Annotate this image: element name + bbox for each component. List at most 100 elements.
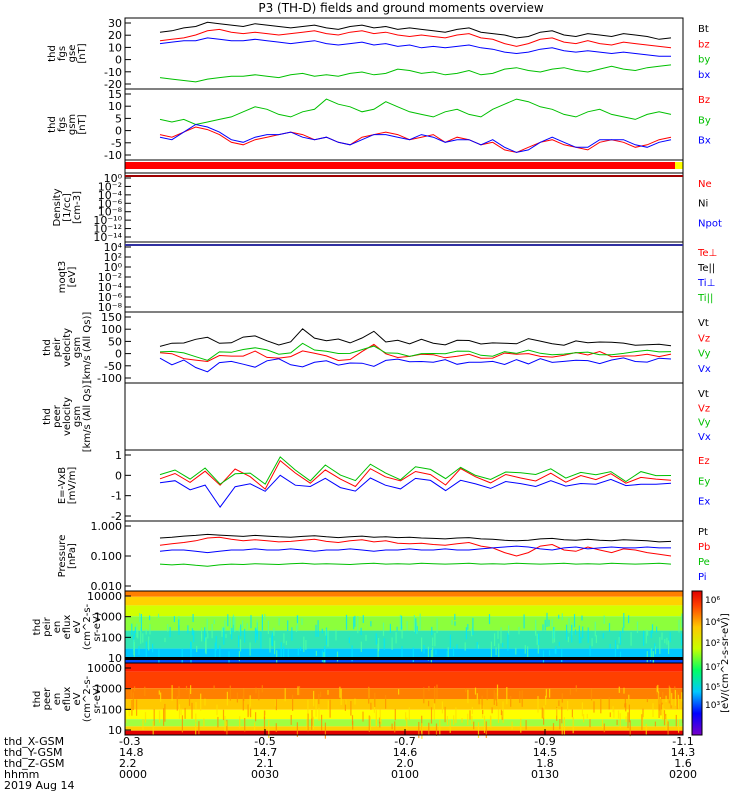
temperature-frame <box>124 241 684 313</box>
peer-spec-texture <box>315 699 317 717</box>
peer-spec-texture <box>254 722 256 731</box>
peir-spec-texture <box>524 645 526 654</box>
peir-spec-texture <box>232 614 235 625</box>
peir-spec-texture <box>181 648 183 665</box>
peir-spec-texture <box>609 643 611 649</box>
peir-spec-texture <box>623 613 625 628</box>
fgs-gse-series-by <box>159 64 672 83</box>
peer-spec-texture <box>586 713 588 719</box>
panel-efield: 1 0 -1 -2 E=-VxB [mV/m] Ez Ey Ex <box>57 449 710 523</box>
x-row-value: 0100 <box>391 768 419 781</box>
peir-spec-texture <box>244 628 246 643</box>
peir-velocity-ytick: 150 <box>101 311 122 324</box>
peer-spec-texture <box>292 694 294 711</box>
peer-spec-texture <box>394 721 396 733</box>
pressure-ytick: 0.010 <box>91 580 123 593</box>
fgs-gse-legend-bx: bx <box>698 70 710 81</box>
density-legend-Ne: Ne <box>698 179 712 190</box>
density-legend-Npot: Npot <box>698 218 722 229</box>
peir-spec-texture <box>382 622 385 636</box>
peir-spec-texture <box>535 627 537 634</box>
peir-spec-texture <box>495 647 497 656</box>
peir-velocity-series-Vx <box>159 357 672 373</box>
density-ylabel: Density <box>52 188 63 226</box>
peir-spec-texture <box>211 624 213 639</box>
peir-spec-texture <box>618 637 620 644</box>
fgs-gse-ytick: 30 <box>108 17 122 30</box>
peer-spec-texture <box>216 704 218 716</box>
peer-spec-texture <box>373 704 375 713</box>
peir-spec-texture <box>303 636 305 652</box>
peer-velocity-legend-Vx: Vx <box>698 432 711 443</box>
peer-spec-texture <box>242 695 244 711</box>
fgs-gse-ytick: 0 <box>115 54 122 67</box>
peir-velocity-series-Vz <box>159 343 672 363</box>
peer-spec-texture <box>627 712 629 729</box>
peir-spec-texture <box>656 626 658 633</box>
peir-spec-texture <box>488 614 491 625</box>
x-row-value: 1.8 <box>536 757 554 770</box>
peir-spec-texture <box>317 620 319 637</box>
efield-series-Ex <box>159 474 672 508</box>
peer-spec-texture <box>204 698 206 706</box>
peir-spec-texture <box>133 631 135 637</box>
peir-spec-texture <box>536 633 538 645</box>
peer-spec-texture <box>674 690 676 706</box>
peir-spec-texture <box>680 633 683 646</box>
peir-spec-texture <box>551 619 553 627</box>
efield-legend-Ez: Ez <box>698 456 710 467</box>
x-row-value: 14.8 <box>119 746 144 759</box>
peer-spec-texture <box>618 686 620 693</box>
peer-spec-band <box>125 671 683 689</box>
peir-spec-texture <box>498 643 500 658</box>
peir-velocity-legend-Vz: Vz <box>698 333 710 344</box>
peir-spec-texture <box>370 621 372 627</box>
peer-spec-texture <box>340 688 342 705</box>
peir-spec-texture <box>548 619 550 627</box>
peer-spec-texture <box>541 707 543 719</box>
peir-spec-texture <box>191 628 193 636</box>
peer-spec-texture <box>473 721 475 730</box>
x-row-value: 0030 <box>251 768 279 781</box>
peer-spec-texture <box>217 716 219 728</box>
peir-spec-texture <box>321 650 323 663</box>
peer-spec-texture <box>556 707 558 716</box>
peir-spec-texture <box>280 642 282 658</box>
temperature-ylabel: moqt3 <box>57 261 68 294</box>
peir-spec-texture <box>427 646 429 661</box>
peir-spec-texture <box>239 639 242 652</box>
peir-spec-texture <box>227 614 229 627</box>
peir-spec-texture <box>240 624 242 637</box>
fgs-gsm-ylabel: gsm <box>67 114 78 135</box>
peir-spec-texture <box>214 642 216 658</box>
efield-legend-Ex: Ex <box>698 497 710 508</box>
pressure-series-Pi <box>159 545 671 554</box>
peir-spec-texture <box>580 637 582 644</box>
peer-spec-texture <box>405 712 407 721</box>
peir-spec-texture <box>296 615 298 624</box>
peir-spec-texture <box>527 646 529 659</box>
peer-spec-texture <box>275 699 277 711</box>
x-row-label: thd_Z-GSM <box>4 757 64 770</box>
peer-spec-texture <box>311 710 313 726</box>
peir-spec-texture <box>264 614 266 621</box>
efield-ytick: -2 <box>111 510 122 523</box>
peir-spec-texture <box>389 623 391 633</box>
peir-spec-texture <box>357 616 359 634</box>
peir-velocity-ytick: 0 <box>115 348 122 361</box>
peer-spec-texture <box>178 704 181 719</box>
peer-spec-texture <box>142 719 144 730</box>
peer-spec-texture <box>495 692 497 701</box>
peer-spec-texture <box>501 711 503 720</box>
peir-velocity-ytick: -100 <box>97 372 122 385</box>
peir-spec-texture <box>432 647 434 660</box>
peer-spec-texture <box>676 692 678 710</box>
peer-spec-texture <box>500 709 502 716</box>
peir-spec-texture <box>399 614 401 632</box>
fgs-gsm-ylabel: thd <box>47 116 58 133</box>
peer-spec-texture <box>263 710 266 720</box>
peir-spec-texture <box>327 630 329 647</box>
peir-spec-texture <box>395 632 397 644</box>
peer-spec-texture <box>158 710 161 723</box>
